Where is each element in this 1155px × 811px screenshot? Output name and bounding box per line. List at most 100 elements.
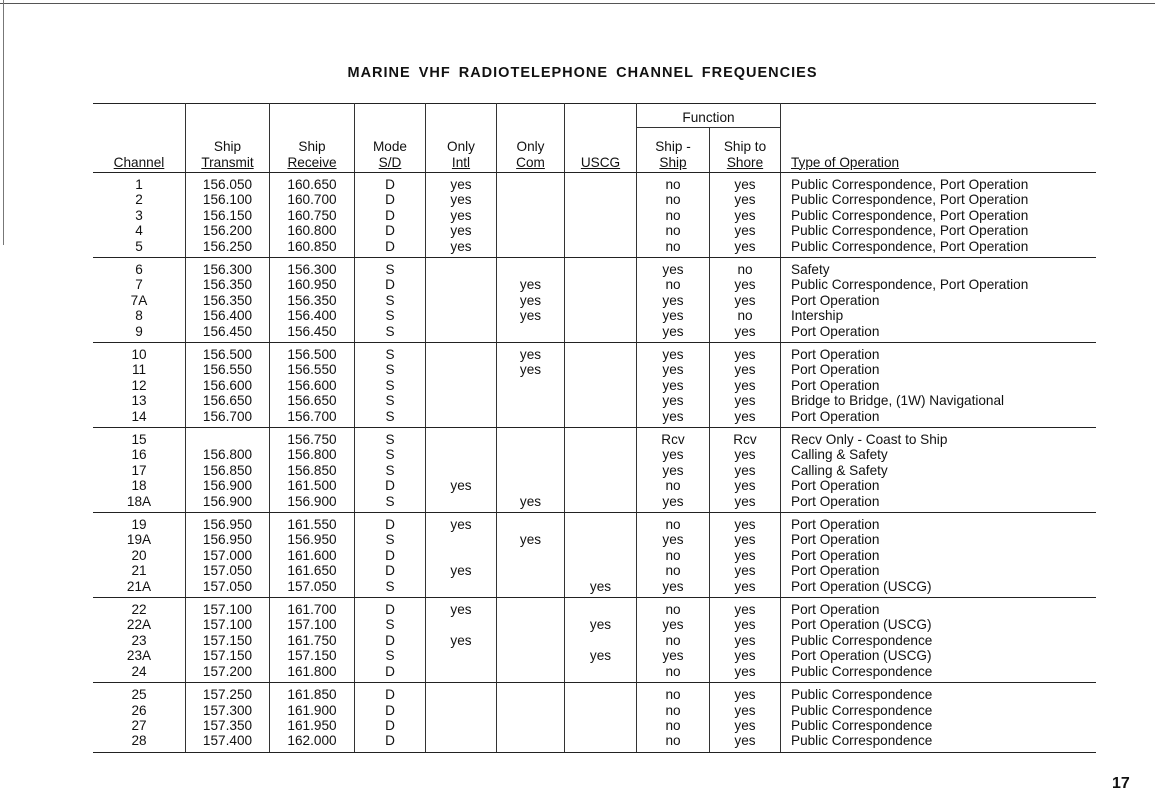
cell-only-com	[496, 578, 565, 599]
header-ship-ship: Ship - Ship	[636, 127, 710, 172]
cell-ship-shore: no	[709, 257, 781, 278]
cell-ship-shore: yes	[709, 223, 781, 239]
cell-channel: 14	[93, 408, 186, 428]
cell-uscg	[564, 323, 637, 343]
cell-only-intl	[425, 408, 497, 428]
cell-type-of-operation: Port Operation	[791, 532, 880, 548]
cell-ship-shore: yes	[709, 292, 781, 309]
cell-mode: D	[354, 207, 426, 224]
cell-ship-ship: no	[636, 663, 710, 684]
cell-uscg: yes	[564, 617, 637, 633]
cell-uscg: yes	[564, 648, 637, 664]
cell-ship-shore: yes	[709, 632, 781, 649]
cell-uscg	[564, 597, 637, 618]
cell-ship-transmit: 156.650	[185, 393, 270, 409]
cell-only-com: yes	[496, 362, 565, 378]
cell-mode: S	[354, 447, 426, 463]
cell-ship-transmit: 156.350	[185, 292, 270, 309]
cell-only-intl	[425, 532, 497, 548]
cell-only-intl: yes	[425, 563, 497, 579]
cell-uscg	[564, 277, 637, 293]
cell-only-intl	[425, 323, 497, 343]
cell-ship-transmit: 156.100	[185, 192, 270, 208]
cell-only-com	[496, 717, 565, 734]
cell-ship-transmit: 156.300	[185, 257, 270, 278]
cell-ship-transmit: 157.150	[185, 632, 270, 649]
cell-channel: 13	[93, 393, 186, 409]
cell-channel: 23A	[93, 648, 186, 664]
cell-type-of-operation: Calling & Safety	[791, 447, 888, 463]
header-mode: Mode S/D	[354, 102, 426, 172]
cell-ship-receive: 157.050	[269, 578, 355, 599]
cell-only-intl	[425, 427, 497, 448]
cell-type-of-operation: Port Operation	[791, 362, 880, 378]
cell-only-intl	[425, 393, 497, 409]
cell-type-of-operation: Port Operation	[791, 602, 880, 618]
cell-ship-transmit: 156.950	[185, 532, 270, 548]
cell-mode: S	[354, 462, 426, 479]
cell-ship-receive: 161.550	[269, 512, 355, 533]
cell-type-of-operation: Port Operation	[791, 478, 880, 494]
scan-edge-line-left	[3, 0, 4, 245]
cell-mode: D	[354, 733, 426, 753]
cell-only-intl: yes	[425, 478, 497, 494]
cell-ship-ship: yes	[636, 393, 710, 409]
cell-uscg	[564, 342, 637, 363]
cell-type-of-operation: Port Operation	[780, 323, 1096, 343]
cell-mode: S	[354, 362, 426, 378]
header-ship-receive: Ship Receive	[269, 102, 355, 172]
cell-mode: S	[354, 408, 426, 428]
cell-mode: D	[354, 702, 426, 718]
cell-only-intl	[425, 342, 497, 363]
header-only-com: Only Com	[496, 102, 565, 172]
cell-ship-receive: 156.700	[269, 408, 355, 428]
cell-ship-receive: 156.750	[269, 427, 355, 448]
cell-ship-ship: no	[636, 632, 710, 649]
cell-mode: D	[354, 597, 426, 618]
cell-ship-shore: yes	[709, 663, 781, 684]
cell-channel: 18	[93, 478, 186, 494]
cell-ship-ship: no	[636, 207, 710, 224]
cell-ship-ship: no	[636, 682, 710, 703]
cell-ship-ship: Rcv	[636, 427, 710, 448]
cell-ship-shore: no	[709, 308, 781, 324]
cell-uscg	[564, 292, 637, 309]
cell-ship-ship: yes	[636, 362, 710, 378]
cell-ship-transmit: 156.550	[185, 362, 270, 378]
cell-ship-transmit: 157.350	[185, 717, 270, 734]
cell-channel: 3	[93, 207, 186, 224]
cell-type-of-operation: Public Correspondence	[780, 733, 1096, 753]
cell-ship-receive: 161.650	[269, 563, 355, 579]
cell-uscg	[564, 478, 637, 494]
cell-ship-receive: 156.550	[269, 362, 355, 378]
cell-ship-shore: yes	[709, 733, 781, 753]
cell-type-of-operation: Port Operation	[791, 377, 880, 393]
cell-only-intl	[425, 292, 497, 309]
cell-only-com	[496, 478, 565, 494]
cell-type-of-operation: Public Correspondence, Port Operation	[791, 207, 1029, 223]
cell-uscg	[564, 192, 637, 208]
cell-mode: D	[354, 663, 426, 684]
cell-only-intl	[425, 257, 497, 278]
page-title: MARINE VHF RADIOTELEPHONE CHANNEL FREQUE…	[347, 65, 818, 81]
cell-uscg	[564, 682, 637, 703]
cell-ship-receive: 156.650	[269, 393, 355, 409]
cell-ship-shore: yes	[709, 717, 781, 734]
cell-ship-transmit: 156.200	[185, 223, 270, 239]
header-type-of-operation: Type of Operation	[780, 102, 1096, 172]
cell-type-of-operation: Safety	[791, 261, 830, 277]
cell-mode: S	[354, 493, 426, 514]
cell-uscg	[564, 238, 637, 258]
cell-only-intl: yes	[425, 192, 497, 208]
cell-type-of-operation: Port Operation	[791, 547, 880, 563]
cell-ship-transmit: 157.200	[185, 663, 270, 684]
cell-type-of-operation: Public Correspondence, Port Operation	[791, 277, 1029, 293]
